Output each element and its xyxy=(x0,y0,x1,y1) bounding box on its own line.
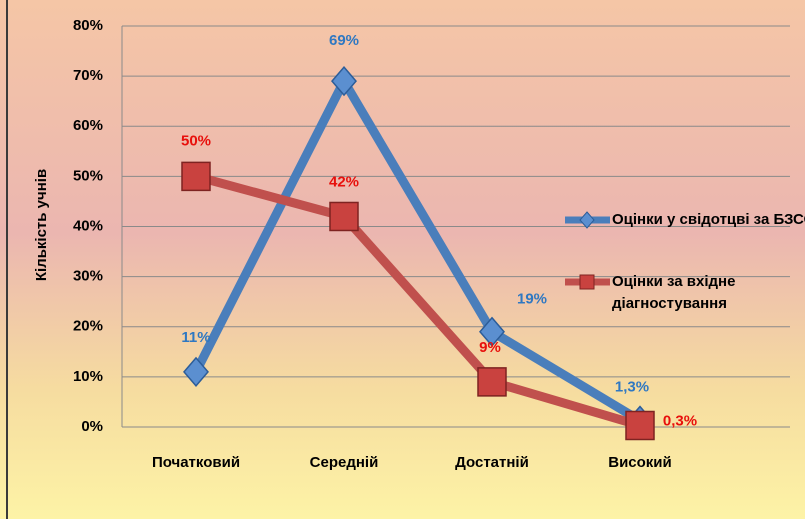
data-label: 11% xyxy=(181,329,210,346)
y-tick-label: 60% xyxy=(73,117,103,134)
marker xyxy=(183,356,209,388)
marker xyxy=(625,410,655,441)
data-label: 19% xyxy=(517,291,547,308)
x-tick-label: Початковий xyxy=(152,454,240,471)
data-label: 69% xyxy=(329,32,359,49)
y-tick-label: 20% xyxy=(73,318,103,335)
data-label: 42% xyxy=(329,173,359,190)
data-label: 0,3% xyxy=(663,412,697,429)
x-tick-label: Середній xyxy=(310,454,379,471)
y-axis-label: Кількість учнів xyxy=(33,169,50,281)
y-tick-label: 80% xyxy=(73,17,103,34)
y-tick-label: 30% xyxy=(73,268,103,285)
y-tick-label: 40% xyxy=(73,217,103,234)
data-label: 9% xyxy=(479,339,501,356)
legend-marker xyxy=(579,211,595,229)
y-tick-label: 70% xyxy=(73,67,103,84)
y-tick-label: 50% xyxy=(73,167,103,184)
legend-label: Оцінки у свідотцві за БЗСО xyxy=(612,211,805,228)
data-label: 1,3% xyxy=(615,378,649,395)
series-line xyxy=(194,172,642,430)
series-line xyxy=(191,76,643,425)
marker xyxy=(329,201,359,232)
marker xyxy=(181,161,211,192)
marker xyxy=(477,367,507,397)
x-tick-label: Достатній xyxy=(455,454,529,471)
legend-label: Оцінки за вхідне діагностування xyxy=(612,273,736,312)
y-tick-label: 0% xyxy=(81,418,103,435)
y-tick-label: 10% xyxy=(73,368,103,385)
marker xyxy=(331,65,357,97)
data-label: 50% xyxy=(181,132,211,149)
x-tick-label: Високий xyxy=(608,454,672,471)
legend-marker xyxy=(579,274,595,290)
marker xyxy=(479,316,505,347)
